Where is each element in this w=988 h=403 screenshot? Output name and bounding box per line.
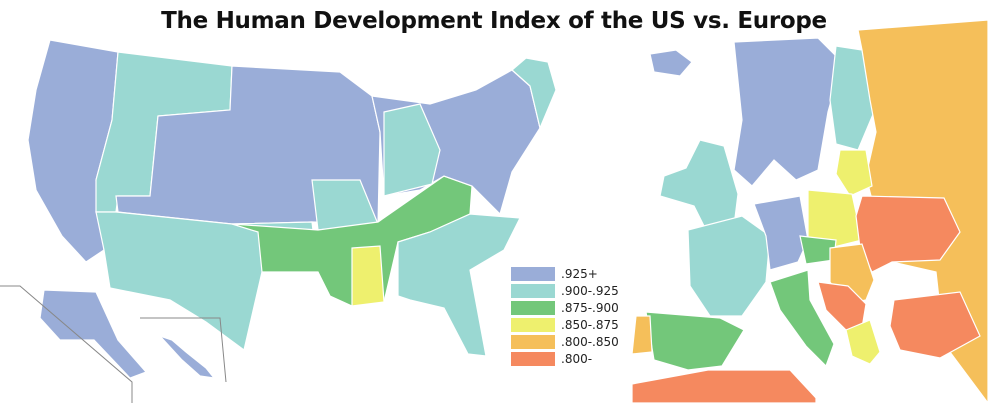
region-hawaii [157, 334, 216, 379]
region-spain [645, 311, 745, 371]
legend-label: .875-.900 [561, 300, 619, 315]
region-poland [807, 189, 863, 249]
legend-label: .800- [561, 351, 593, 366]
region-eastern-europe [855, 195, 961, 273]
europe-map [631, 19, 988, 403]
legend-label: .800-.850 [561, 334, 619, 349]
region-france [687, 215, 771, 317]
legend-swatch [511, 317, 555, 332]
region-turkey [889, 291, 981, 359]
legend-swatch [511, 334, 555, 349]
region-british-isles [659, 139, 739, 231]
region-north-africa [631, 369, 817, 403]
region-scandinavia [733, 37, 843, 187]
legend-item: .850-.875 [511, 316, 631, 333]
region-great-lakes [383, 103, 441, 197]
region-southeast [397, 213, 521, 357]
legend-label: .900-.925 [561, 283, 619, 298]
us-inset-lines [0, 285, 227, 403]
region-iceland [649, 49, 693, 77]
region-portugal [631, 315, 653, 355]
legend-item: .800- [511, 350, 631, 367]
region-baltics [835, 149, 873, 197]
region-central-europe [753, 195, 809, 271]
legend-item: .800-.850 [511, 333, 631, 350]
legend-label: .850-.875 [561, 317, 619, 332]
legend-swatch [511, 300, 555, 315]
legend-item: .900-.925 [511, 282, 631, 299]
region-greece [845, 319, 881, 365]
region-new-england [511, 57, 557, 130]
legend: .925+ .900-.925 .875-.900 .850-.875 .800… [511, 265, 631, 367]
legend-item: .875-.900 [511, 299, 631, 316]
us-map [27, 39, 557, 379]
legend-label: .925+ [561, 266, 598, 281]
legend-item: .925+ [511, 265, 631, 282]
region-italy [769, 269, 835, 368]
legend-swatch [511, 351, 555, 366]
region-mississippi [351, 245, 385, 307]
map-title: The Human Development Index of the US vs… [161, 8, 827, 34]
legend-swatch [511, 266, 555, 281]
legend-swatch [511, 283, 555, 298]
region-alaska [39, 289, 148, 379]
